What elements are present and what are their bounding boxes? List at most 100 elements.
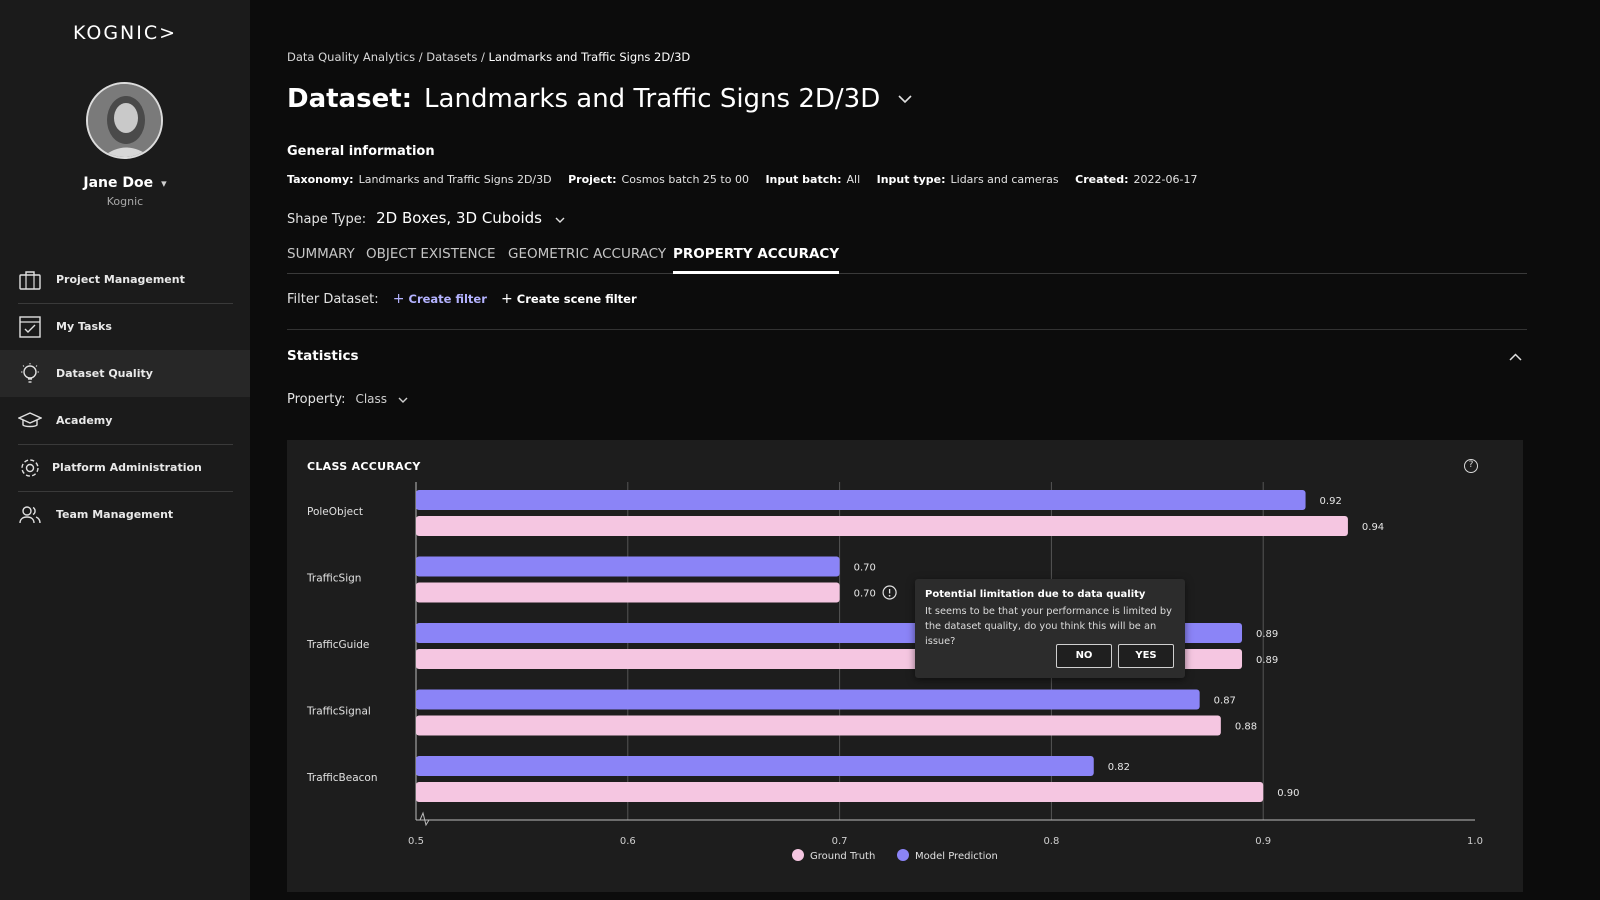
data-label: 0.90 <box>1277 788 1299 799</box>
ground-truth-bar <box>416 582 840 603</box>
sidebar-item-team-management[interactable]: Team Management <box>0 491 250 538</box>
model-prediction-bar <box>416 756 1094 776</box>
input-batch-value: All <box>846 173 861 186</box>
general-info-row: Taxonomy: Landmarks and Traffic Signs 2D/… <box>287 173 1210 186</box>
warning-icon-dot <box>888 594 891 597</box>
legend-label: Ground Truth <box>810 851 875 862</box>
property-selector[interactable]: Property: Class <box>287 392 408 407</box>
tab-summary[interactable]: SUMMARY <box>287 246 355 262</box>
dataset-dropdown-chevron-icon[interactable] <box>898 92 912 108</box>
tab-bar: SUMMARY OBJECT EXISTENCE GEOMETRIC ACCUR… <box>287 246 1527 274</box>
create-filter-button[interactable]: + Create filter <box>392 291 487 307</box>
create-scene-filter-button[interactable]: + Create scene filter <box>501 291 637 307</box>
x-tick-label: 1.0 <box>1467 836 1483 847</box>
breadcrumb-link-datasets[interactable]: Datasets <box>426 50 478 64</box>
avatar[interactable] <box>86 82 163 159</box>
plus-icon: + <box>392 291 405 307</box>
sidebar-item-project-management[interactable]: Project Management <box>0 256 250 303</box>
graduation-cap-icon <box>18 409 42 433</box>
created-value: 2022-06-17 <box>1133 173 1198 186</box>
category-label: TrafficBeacon <box>306 772 378 784</box>
tooltip-body: It seems to be that your performance is … <box>925 606 1172 647</box>
filter-dataset-label: Filter Dataset: <box>287 292 379 307</box>
tab-object-existence[interactable]: OBJECT EXISTENCE <box>366 246 496 262</box>
x-tick-label: 0.5 <box>408 836 424 847</box>
class-accuracy-chart: 0.5 0.6 0.7 0.8 0.9 1.0 PoleObject 0.92 0.94 Traf… <box>306 482 1483 862</box>
page-title: Dataset: Landmarks and Traffic Signs 2D/3… <box>287 84 912 114</box>
model-prediction-bar <box>416 490 1306 510</box>
chevron-up-icon[interactable] <box>1509 350 1522 364</box>
team-icon <box>18 503 42 527</box>
created-label: Created: <box>1075 173 1129 186</box>
ground-truth-bar <box>416 782 1264 802</box>
sidebar-item-dataset-quality[interactable]: Dataset Quality <box>0 350 250 397</box>
taxonomy-value: Landmarks and Traffic Signs 2D/3D <box>358 173 552 186</box>
sidebar-item-label: Team Management <box>56 508 174 521</box>
gear-icon <box>18 456 42 480</box>
class-accuracy-card: CLASS ACCURACY ? 0.5 0.6 0.7 0.8 0.9 1.0 PoleO… <box>287 440 1523 892</box>
tab-geometric-accuracy[interactable]: GEOMETRIC ACCURACY <box>508 246 667 262</box>
breadcrumb-separator: / <box>480 50 485 64</box>
sidebar-item-academy[interactable]: Academy <box>0 397 250 444</box>
category-label: TrafficGuide <box>306 639 369 651</box>
plus-icon: + <box>501 291 513 307</box>
lightbulb-icon <box>18 362 42 386</box>
chevron-down-icon <box>395 396 408 406</box>
data-label: 0.89 <box>1256 655 1278 666</box>
category-label: TrafficSignal <box>306 706 371 718</box>
breadcrumb-current: Landmarks and Traffic Signs 2D/3D <box>488 50 691 64</box>
project-value: Cosmos batch 25 to 00 <box>621 173 749 186</box>
sidebar-item-label: My Tasks <box>56 320 112 333</box>
nav-divider <box>18 303 233 304</box>
ground-truth-bar <box>416 516 1348 536</box>
input-type-value: Lidars and cameras <box>950 173 1059 186</box>
x-tick-label: 0.6 <box>620 836 636 847</box>
x-tick-label: 0.8 <box>1043 836 1059 847</box>
legend-swatch <box>897 849 909 861</box>
data-label: 0.70 <box>854 589 876 600</box>
axis-break-mark <box>419 811 430 827</box>
breadcrumb-separator: / <box>418 50 423 64</box>
data-label: 0.92 <box>1320 496 1342 507</box>
breadcrumb: Data Quality Analytics / Datasets / Land… <box>287 50 690 64</box>
help-icon[interactable]: ? <box>1464 459 1478 473</box>
page-title-prefix: Dataset: <box>287 84 413 114</box>
breadcrumb-link-dqa[interactable]: Data Quality Analytics <box>287 50 416 64</box>
project-label: Project: <box>568 173 617 186</box>
section-divider <box>287 329 1527 330</box>
no-button[interactable]: NO <box>1056 644 1112 668</box>
statistics-heading: Statistics <box>287 348 359 364</box>
user-menu[interactable]: Jane Doe ▾ <box>0 175 250 191</box>
model-prediction-bar <box>416 556 840 577</box>
input-batch-label: Input batch: <box>765 173 842 186</box>
warning-icon <box>882 585 897 600</box>
tooltip-title: Potential limitation due to data quality <box>925 589 1146 600</box>
chart-title: CLASS ACCURACY <box>307 460 421 473</box>
data-label: 0.87 <box>1214 696 1236 707</box>
sidebar-item-label: Platform Administration <box>52 461 202 474</box>
dataset-title: Landmarks and Traffic Signs 2D/3D <box>424 84 881 114</box>
ground-truth-bar <box>416 715 1221 736</box>
x-tick-label: 0.7 <box>832 836 848 847</box>
legend-swatch <box>792 849 804 861</box>
category-label: TrafficSign <box>306 573 361 585</box>
nav-divider <box>18 491 233 492</box>
taxonomy-label: Taxonomy: <box>287 173 354 186</box>
kognic-logo[interactable]: KOGNIC> <box>72 22 178 44</box>
sidebar-item-label: Dataset Quality <box>56 367 153 380</box>
chevron-down-icon: ▾ <box>161 177 167 190</box>
shape-type-selector[interactable]: Shape Type: 2D Boxes, 3D Cuboids <box>287 209 565 227</box>
chevron-down-icon <box>552 215 565 226</box>
data-label: 0.70 <box>854 563 876 574</box>
tab-property-accuracy[interactable]: PROPERTY ACCURACY <box>673 246 840 274</box>
general-info-heading: General information <box>287 144 435 159</box>
sidebar-item-platform-administration[interactable]: Platform Administration <box>0 444 250 491</box>
user-org: Kognic <box>106 195 144 208</box>
input-type-label: Input type: <box>876 173 946 186</box>
create-filter-label: Create filter <box>408 292 487 306</box>
sidebar-item-my-tasks[interactable]: My Tasks <box>0 303 250 350</box>
yes-button[interactable]: YES <box>1118 644 1174 668</box>
sidebar-item-label: Academy <box>56 414 113 427</box>
data-label: 0.89 <box>1256 629 1278 640</box>
data-label: 0.82 <box>1108 762 1130 773</box>
